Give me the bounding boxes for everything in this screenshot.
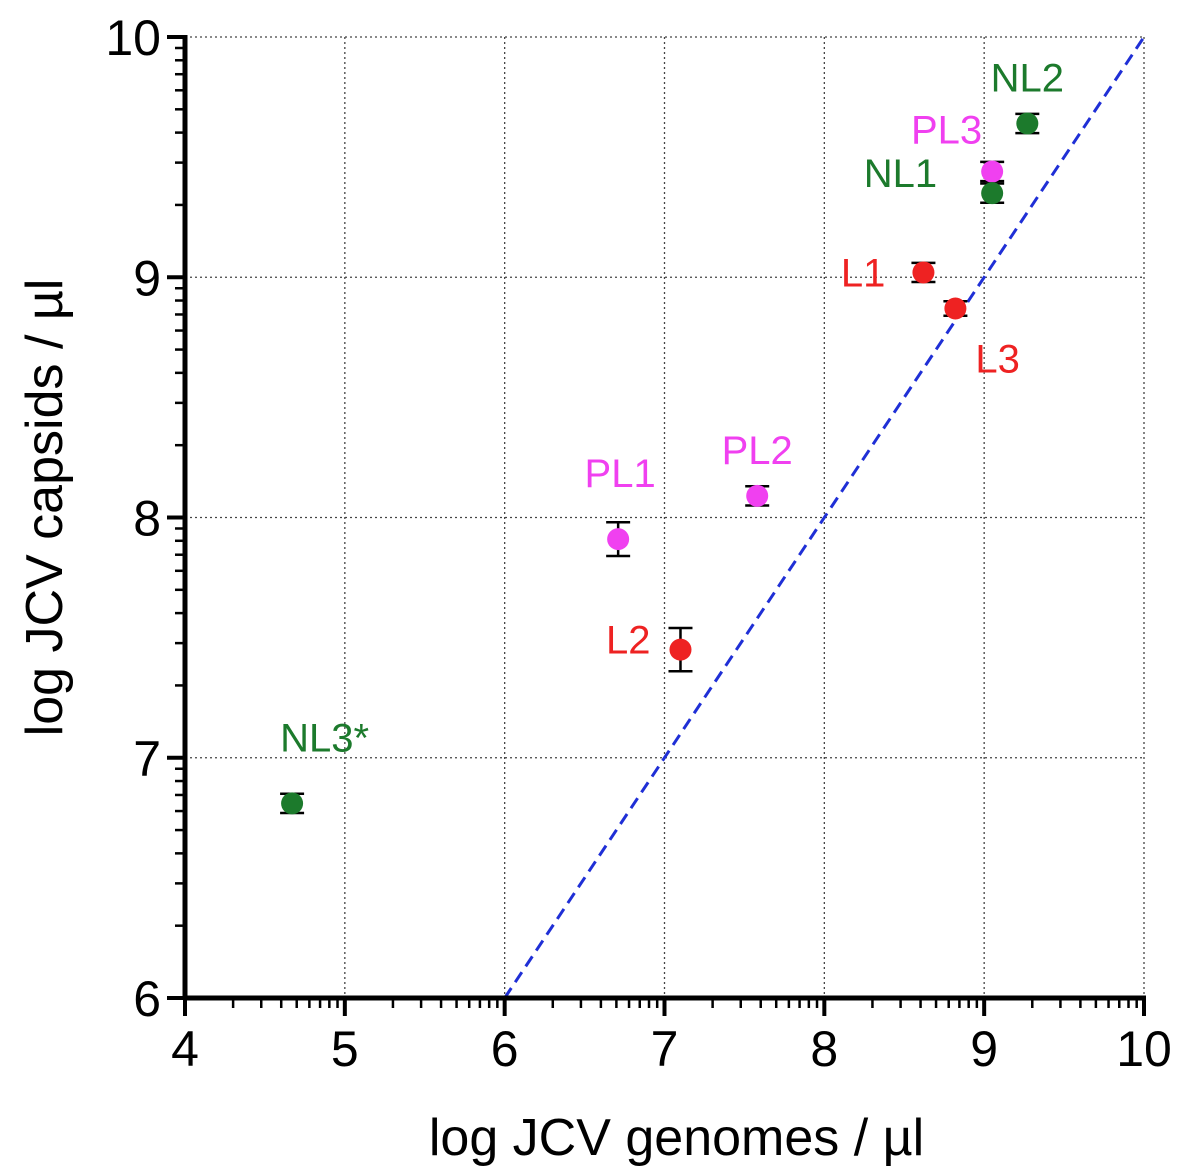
y-tick-label: 6: [133, 971, 161, 1027]
point-label: L1: [841, 251, 886, 295]
x-tick-label: 5: [331, 1021, 359, 1077]
data-point-l2: [668, 626, 693, 673]
x-axis-title: log JCV genomes / µl: [429, 1109, 924, 1167]
x-tick-label: 9: [970, 1021, 998, 1077]
point-label: PL2: [722, 429, 793, 473]
x-tick-label: 7: [651, 1021, 679, 1077]
x-tick-label: 10: [1116, 1021, 1172, 1077]
point-label: L2: [606, 619, 651, 663]
x-tick-label: 8: [810, 1021, 838, 1077]
data-point-pl2: [745, 484, 770, 507]
identity-reference-line: [503, 36, 1146, 999]
point-marker: [281, 792, 304, 815]
point-label: NL3*: [280, 716, 369, 760]
point-label: PL1: [585, 452, 656, 496]
data-point-nl2: [1015, 112, 1040, 135]
point-label: PL3: [911, 109, 982, 153]
point-marker: [607, 528, 630, 551]
data-point-pl3: [980, 160, 1005, 183]
reference-line-group: [503, 36, 1146, 999]
x-tick-label: 4: [171, 1021, 199, 1077]
point-marker: [1016, 112, 1039, 135]
data-point-l1: [911, 261, 936, 284]
point-marker: [944, 297, 967, 320]
y-tick-label: 8: [133, 491, 161, 547]
y-tick-label: 7: [133, 731, 161, 787]
point-marker: [981, 182, 1004, 205]
axes: [167, 35, 1146, 1016]
point-label: NL1: [864, 152, 937, 196]
point-marker: [912, 261, 935, 284]
data-point-nl3: [280, 792, 305, 815]
point-marker: [981, 160, 1004, 183]
data-point-nl1: [980, 182, 1005, 205]
data-points: [280, 112, 1040, 815]
y-axis-title: log JCV capsids / µl: [16, 279, 74, 737]
x-tick-label: 6: [491, 1021, 519, 1077]
y-tick-label: 10: [105, 10, 161, 66]
y-tick-label: 9: [133, 250, 161, 306]
point-label: NL2: [991, 56, 1064, 100]
data-point-pl1: [606, 521, 631, 558]
point-label: L3: [975, 337, 1020, 381]
data-point-l3: [943, 297, 968, 320]
tick-labels: 4 5 6 7 8 9 10 6 7 8 9 10: [105, 10, 1171, 1077]
point-marker: [746, 484, 769, 507]
point-marker: [669, 638, 692, 661]
